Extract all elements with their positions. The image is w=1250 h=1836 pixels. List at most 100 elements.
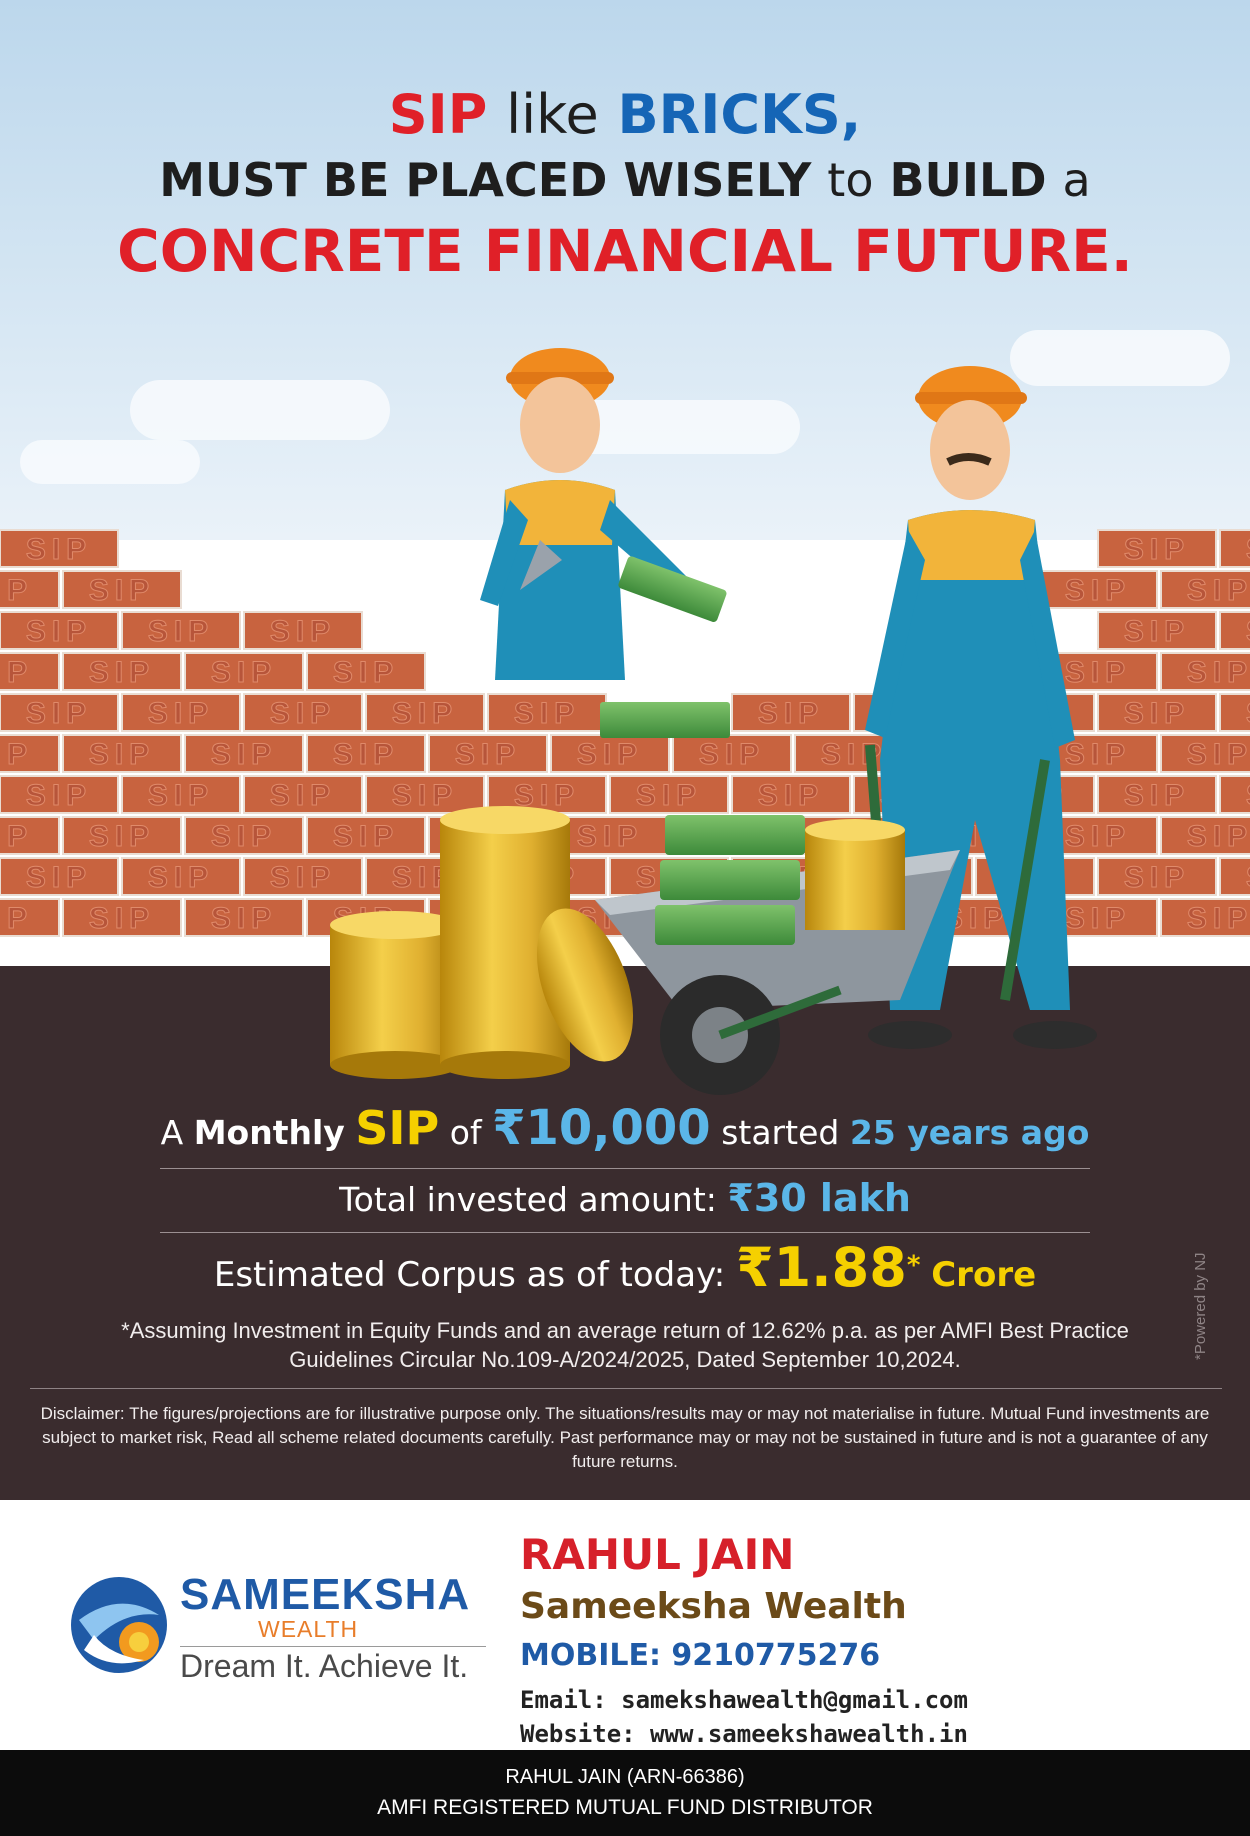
brick-label: SIP	[148, 779, 214, 812]
brick: SIP	[1097, 529, 1217, 568]
brick: SIP	[1160, 898, 1250, 937]
brick-label: SIP	[26, 615, 92, 648]
brick-label: SIP	[211, 738, 277, 771]
powered-by-text: *Powered by NJ	[1192, 1252, 1209, 1360]
headline-line3: CONCRETE FINANCIAL FUTURE.	[117, 217, 1133, 285]
line1-monthly: Monthly	[193, 1113, 345, 1152]
brick-label: SIP	[211, 902, 277, 935]
brick: SIP	[609, 775, 729, 814]
total-invested: Total invested amount: ₹30 lakh	[0, 1176, 1250, 1220]
brick: SIP	[1097, 693, 1217, 732]
brick-label: SIP	[1246, 697, 1250, 730]
divider-3	[30, 1388, 1222, 1389]
brick: SIP	[62, 570, 182, 609]
brick-label: SIP	[1187, 574, 1250, 607]
brick: SIP	[62, 734, 182, 773]
contact-name: RAHUL JAIN	[520, 1530, 795, 1579]
brick-label: SIP	[1246, 861, 1250, 894]
brick: SIP	[550, 734, 670, 773]
divider-2	[160, 1232, 1090, 1233]
brick: SIP	[184, 652, 304, 691]
brand-divider	[180, 1646, 486, 1647]
brick-label: SIP	[89, 574, 155, 607]
brick: SIP	[306, 734, 426, 773]
footer-line-1: RAHUL JAIN (ARN-66386)	[505, 1766, 745, 1788]
brick-label: SIP	[89, 738, 155, 771]
contact-website[interactable]: Website: www.sameekshawealth.in	[520, 1720, 968, 1748]
line3-unit: Crore	[931, 1255, 1037, 1295]
brick-label: SIP	[1187, 902, 1250, 935]
headline-line2-d: a	[1062, 153, 1091, 207]
headline-line2-b: to	[827, 153, 874, 207]
brick: SIP	[731, 775, 851, 814]
brick: SIP	[1219, 693, 1250, 732]
brick-label: SIP	[1124, 615, 1190, 648]
brick-label: SIP	[1065, 574, 1131, 607]
contact-firm: Sameeksha Wealth	[520, 1586, 907, 1627]
brick: SIP	[62, 816, 182, 855]
line1-amount: ₹10,000	[492, 1100, 711, 1156]
brick-label: SIP	[699, 738, 765, 771]
brick-label: SIP	[1246, 779, 1250, 812]
footer-line-2: AMFI REGISTERED MUTUAL FUND DISTRIBUTOR	[377, 1796, 873, 1819]
brick: SIP	[243, 775, 363, 814]
brick: SIP	[1097, 775, 1217, 814]
sky-background	[0, 0, 1250, 540]
brick: SIP	[0, 529, 119, 568]
contact-mobile[interactable]: MOBILE: 9210775276	[520, 1638, 881, 1673]
brick: SIP	[1219, 857, 1250, 896]
brick-label: SIP	[1187, 656, 1250, 689]
brick-label: SIP	[1065, 820, 1131, 853]
brick-label: SIP	[758, 779, 824, 812]
brick: SIP	[487, 693, 607, 732]
brick-label: SIP	[0, 738, 33, 771]
divider-1	[160, 1168, 1090, 1169]
brick: SIP	[0, 611, 119, 650]
brick-label: SIP	[392, 697, 458, 730]
brick: SIP	[62, 652, 182, 691]
monthly-sip-statement: A Monthly SIP of ₹10,000 started 25 year…	[0, 1100, 1250, 1156]
brick: SIP	[243, 857, 363, 896]
brick: SIP	[1160, 816, 1250, 855]
brick: SIP	[1219, 775, 1250, 814]
contact-email[interactable]: Email: samekshawealth@gmail.com	[520, 1686, 968, 1714]
brick: SIP	[1097, 611, 1217, 650]
brick: SIP	[1160, 652, 1250, 691]
sameeksha-logo-icon	[71, 1577, 167, 1673]
brand-name: SAMEEKSHA	[180, 1570, 471, 1619]
worker-right	[865, 366, 1097, 1049]
brick: SIP	[0, 775, 119, 814]
brick: SIP	[0, 693, 119, 732]
headline-bricks: BRICKS,	[617, 83, 862, 146]
brick-label: SIP	[1246, 533, 1250, 566]
brick-label: SIP	[333, 738, 399, 771]
brick-label: SIP	[1187, 738, 1250, 771]
workers-illustration	[330, 348, 1097, 1095]
brick: SIP	[550, 816, 670, 855]
brick-label: SIP	[0, 656, 33, 689]
brick: SIP	[365, 775, 485, 814]
brick-label: SIP	[1065, 738, 1131, 771]
brick-label: SIP	[89, 902, 155, 935]
brick: SIP	[1219, 529, 1250, 568]
headline-line2-c: BUILD	[889, 153, 1047, 207]
brick: SIP	[121, 611, 241, 650]
brick: SIP	[0, 857, 119, 896]
brick: SIP	[0, 898, 60, 937]
brick: SIP	[1038, 570, 1158, 609]
brick: SIP	[0, 570, 60, 609]
brick-label: SIP	[758, 697, 824, 730]
brick-label: SIP	[26, 697, 92, 730]
line3-label: Estimated Corpus as of today:	[213, 1255, 726, 1295]
brick-label: SIP	[26, 533, 92, 566]
brick-label: SIP	[148, 615, 214, 648]
brick: SIP	[243, 693, 363, 732]
brick: SIP	[1219, 611, 1250, 650]
line2-value: ₹30 lakh	[727, 1176, 911, 1220]
headline-sip: SIP	[388, 83, 488, 146]
brick-label: SIP	[89, 656, 155, 689]
assumption-note: *Assuming Investment in Equity Funds and…	[121, 1318, 1129, 1372]
brick-label: SIP	[1124, 697, 1190, 730]
line1-sip: SIP	[355, 1101, 440, 1155]
